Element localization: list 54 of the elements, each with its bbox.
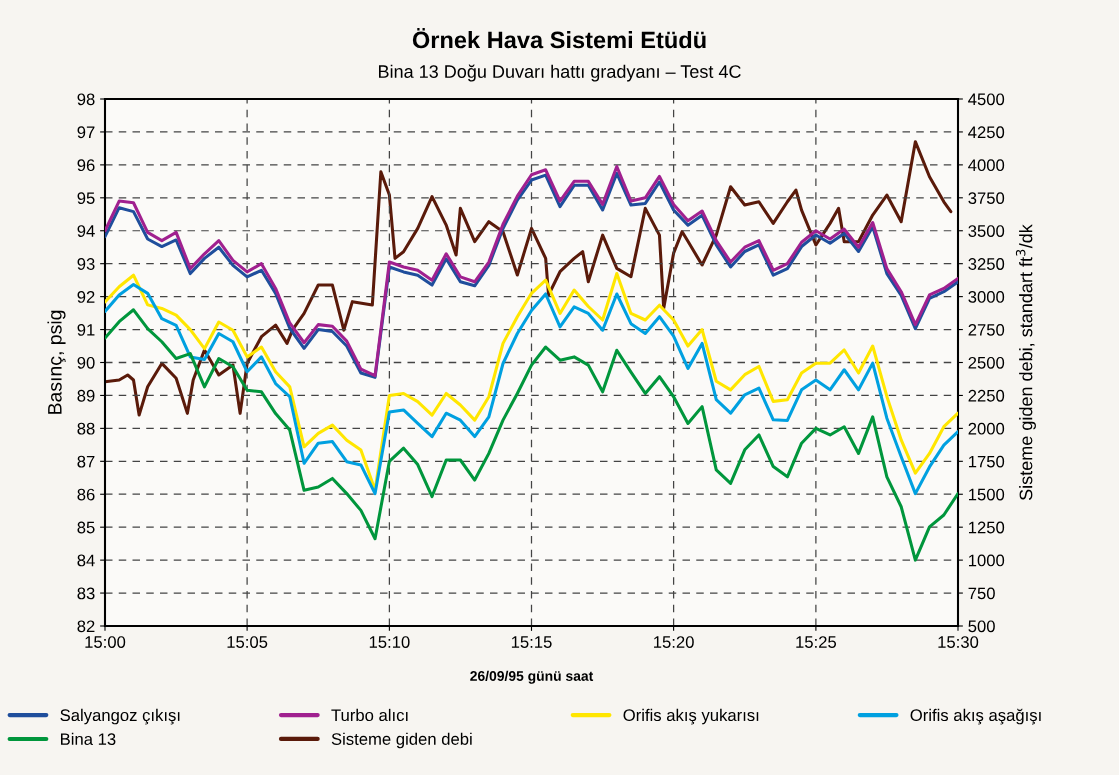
y2-tick-label: 3500 xyxy=(968,225,1005,237)
x-tick-label: 15:25 xyxy=(796,636,837,648)
y-tick-label: 88 xyxy=(77,422,95,435)
legend-label: Salyangoz çıkışı xyxy=(60,708,180,725)
line-series xyxy=(105,308,958,562)
x-tick-label: 15:00 xyxy=(85,636,126,648)
y2-tick-label: 1250 xyxy=(968,521,1005,534)
y2-tick-label: 3000 xyxy=(968,291,1005,303)
y2-tick-label: 1500 xyxy=(968,488,1005,501)
y-tick-label: 90 xyxy=(77,356,95,369)
legend-label: Orifis akış aşağışı xyxy=(910,708,1041,725)
legend-label: Sisteme giden debi xyxy=(331,732,472,749)
chart-subtitle: Bina 13 Doğu Duvarı hattı gradyanı – Test 4C xyxy=(378,64,741,82)
y-tick-label: 94 xyxy=(77,225,95,237)
y2-tick-label: 2250 xyxy=(968,389,1005,402)
y-tick-label: 93 xyxy=(77,258,95,270)
y-tick-label: 92 xyxy=(77,291,95,303)
y-tick-label: 86 xyxy=(77,488,95,501)
x-tick-label: 15:05 xyxy=(227,636,268,648)
y2-tick-label: 2750 xyxy=(968,323,1005,336)
x-tick-label: 15:20 xyxy=(654,636,694,648)
y2-tick-label: 2500 xyxy=(968,356,1005,369)
y2-tick-label: 3750 xyxy=(968,192,1005,205)
y2-tick-label: 1000 xyxy=(968,554,1005,567)
x-axis-title: 26/09/95 günü saat xyxy=(470,670,594,684)
y-tick-label: 83 xyxy=(77,587,95,600)
y-tick-label: 91 xyxy=(77,323,95,336)
y2-tick-label: 4500 xyxy=(968,93,1005,106)
y-tick-label: 84 xyxy=(77,554,95,567)
y-tick-label: 95 xyxy=(77,192,95,205)
y-tick-label: 97 xyxy=(77,126,95,139)
y2-tick-label: 750 xyxy=(968,587,995,600)
y2-tick-label: 2000 xyxy=(968,422,1005,435)
y-tick-label: 82 xyxy=(77,620,95,633)
y2-tick-label: 500 xyxy=(968,620,995,633)
y-tick-label: 96 xyxy=(77,159,95,172)
x-tick-label: 15:15 xyxy=(511,636,552,648)
y2-tick-label: 3250 xyxy=(968,258,1005,270)
legend-label: Bina 13 xyxy=(61,732,116,746)
legend-label: Turbo alıcı xyxy=(331,708,408,722)
y-tick-label: 87 xyxy=(77,455,95,468)
y2-tick-label: 4000 xyxy=(968,159,1005,172)
line-series xyxy=(105,140,953,417)
chart-title: Örnek Hava Sistemi Etüdü xyxy=(412,27,706,49)
y-tick-label: 89 xyxy=(77,389,95,402)
y-axis-title: Basınç, psig xyxy=(47,310,66,414)
y2-tick-label: 4250 xyxy=(968,126,1005,139)
x-tick-label: 15:10 xyxy=(369,636,410,648)
y-tick-label: 85 xyxy=(77,521,95,534)
x-tick-label: 15:30 xyxy=(938,636,979,648)
y2-tick-label: 1750 xyxy=(968,455,1005,468)
legend-label: Orifis akış yukarısı xyxy=(623,708,759,725)
y2-axis-title: Sisteme giden debi, standart ft$^{3}$/dk xyxy=(1015,224,1036,501)
y-tick-label: 98 xyxy=(77,93,95,106)
